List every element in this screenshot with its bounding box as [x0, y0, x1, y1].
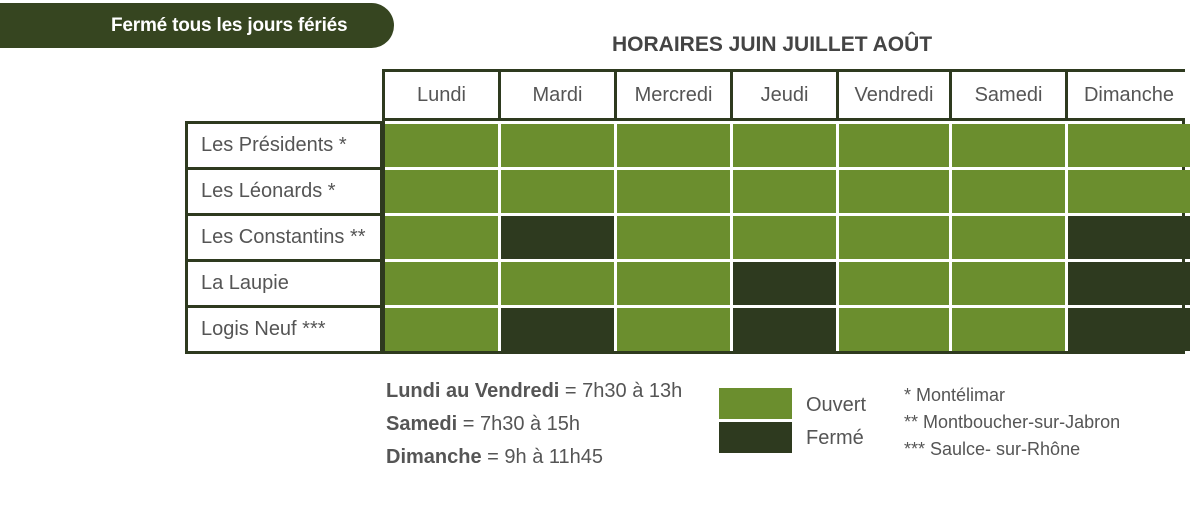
- hours-time: = 9h à 11h45: [481, 446, 603, 468]
- day-header: Mercredi: [617, 72, 730, 118]
- hours-line: Samedi = 7h30 à 15h: [386, 408, 682, 441]
- status-cell-open: [952, 124, 1065, 167]
- status-cell-closed: [501, 216, 614, 259]
- status-cell-open: [839, 124, 949, 167]
- status-cell-closed: [1068, 308, 1190, 351]
- status-cell-open: [501, 124, 614, 167]
- location-notes: * Montélimar ** Montboucher-sur-Jabron *…: [904, 382, 1120, 463]
- location-label: Les Constantins **: [188, 216, 380, 259]
- status-cell-open: [617, 216, 730, 259]
- location-label: Les Présidents *: [188, 124, 380, 167]
- status-cell-open: [385, 124, 498, 167]
- days-header: Lundi Mardi Mercredi Jeudi Vendredi Same…: [382, 69, 1190, 121]
- location-labels: Les Présidents * Les Léonards * Les Cons…: [185, 121, 383, 354]
- status-cell-open: [952, 170, 1065, 213]
- status-cell-closed: [733, 308, 836, 351]
- status-cell-open: [952, 308, 1065, 351]
- location-label: La Laupie: [188, 262, 380, 305]
- hours-line: Lundi au Vendredi = 7h30 à 13h: [386, 375, 682, 408]
- status-cell-open: [733, 124, 836, 167]
- day-header: Mardi: [501, 72, 614, 118]
- hours-line: Dimanche = 9h à 11h45: [386, 441, 682, 474]
- status-cell-open: [385, 216, 498, 259]
- status-cell-open: [617, 170, 730, 213]
- status-cell-closed: [1068, 216, 1190, 259]
- note: ** Montboucher-sur-Jabron: [904, 412, 1121, 432]
- status-cell-closed: [501, 308, 614, 351]
- note: * Montélimar: [904, 385, 1006, 405]
- status-cell-open: [839, 308, 949, 351]
- status-cell-open: [1068, 124, 1190, 167]
- status-cell-open: [617, 262, 730, 305]
- hours-time: = 7h30 à 13h: [559, 380, 683, 402]
- status-cell-open: [733, 170, 836, 213]
- status-cell-closed: [1068, 262, 1190, 305]
- day-header: Vendredi: [839, 72, 949, 118]
- hours-day: Dimanche: [386, 446, 482, 468]
- day-header: Dimanche: [1068, 72, 1190, 118]
- status-grid: [382, 121, 1190, 354]
- status-cell-open: [385, 308, 498, 351]
- status-cell-open: [952, 216, 1065, 259]
- status-cell-open: [501, 170, 614, 213]
- opening-hours: Lundi au Vendredi = 7h30 à 13h Samedi = …: [386, 375, 682, 474]
- status-cell-open: [952, 262, 1065, 305]
- status-cell-closed: [733, 262, 836, 305]
- day-header: Lundi: [385, 72, 498, 118]
- hours-day: Lundi au Vendredi: [386, 380, 560, 402]
- status-cell-open: [385, 170, 498, 213]
- legend-open-label: Ouvert: [806, 394, 867, 416]
- location-label: Les Léonards *: [188, 170, 380, 213]
- status-cell-open: [385, 262, 498, 305]
- status-cell-open: [839, 262, 949, 305]
- status-cell-open: [839, 216, 949, 259]
- day-header: Samedi: [952, 72, 1065, 118]
- status-cell-open: [617, 124, 730, 167]
- location-label: Logis Neuf ***: [188, 308, 380, 351]
- status-cell-open: [733, 216, 836, 259]
- legend-open-swatch: [719, 388, 792, 419]
- note: *** Saulce- sur-Rhône: [904, 439, 1081, 459]
- schedule-title: HORAIRES JUIN JUILLET AOÛT: [612, 33, 933, 56]
- status-cell-open: [839, 170, 949, 213]
- closed-holidays-banner: Fermé tous les jours fériés: [0, 3, 394, 48]
- status-cell-open: [1068, 170, 1190, 213]
- legend-closed-label: Fermé: [806, 427, 864, 449]
- banner-text: Fermé tous les jours fériés: [111, 14, 348, 36]
- day-header: Jeudi: [733, 72, 836, 118]
- status-cell-open: [501, 262, 614, 305]
- hours-day: Samedi: [386, 413, 458, 435]
- legend-closed-swatch: [719, 422, 792, 453]
- status-cell-open: [617, 308, 730, 351]
- hours-time: = 7h30 à 15h: [457, 413, 581, 435]
